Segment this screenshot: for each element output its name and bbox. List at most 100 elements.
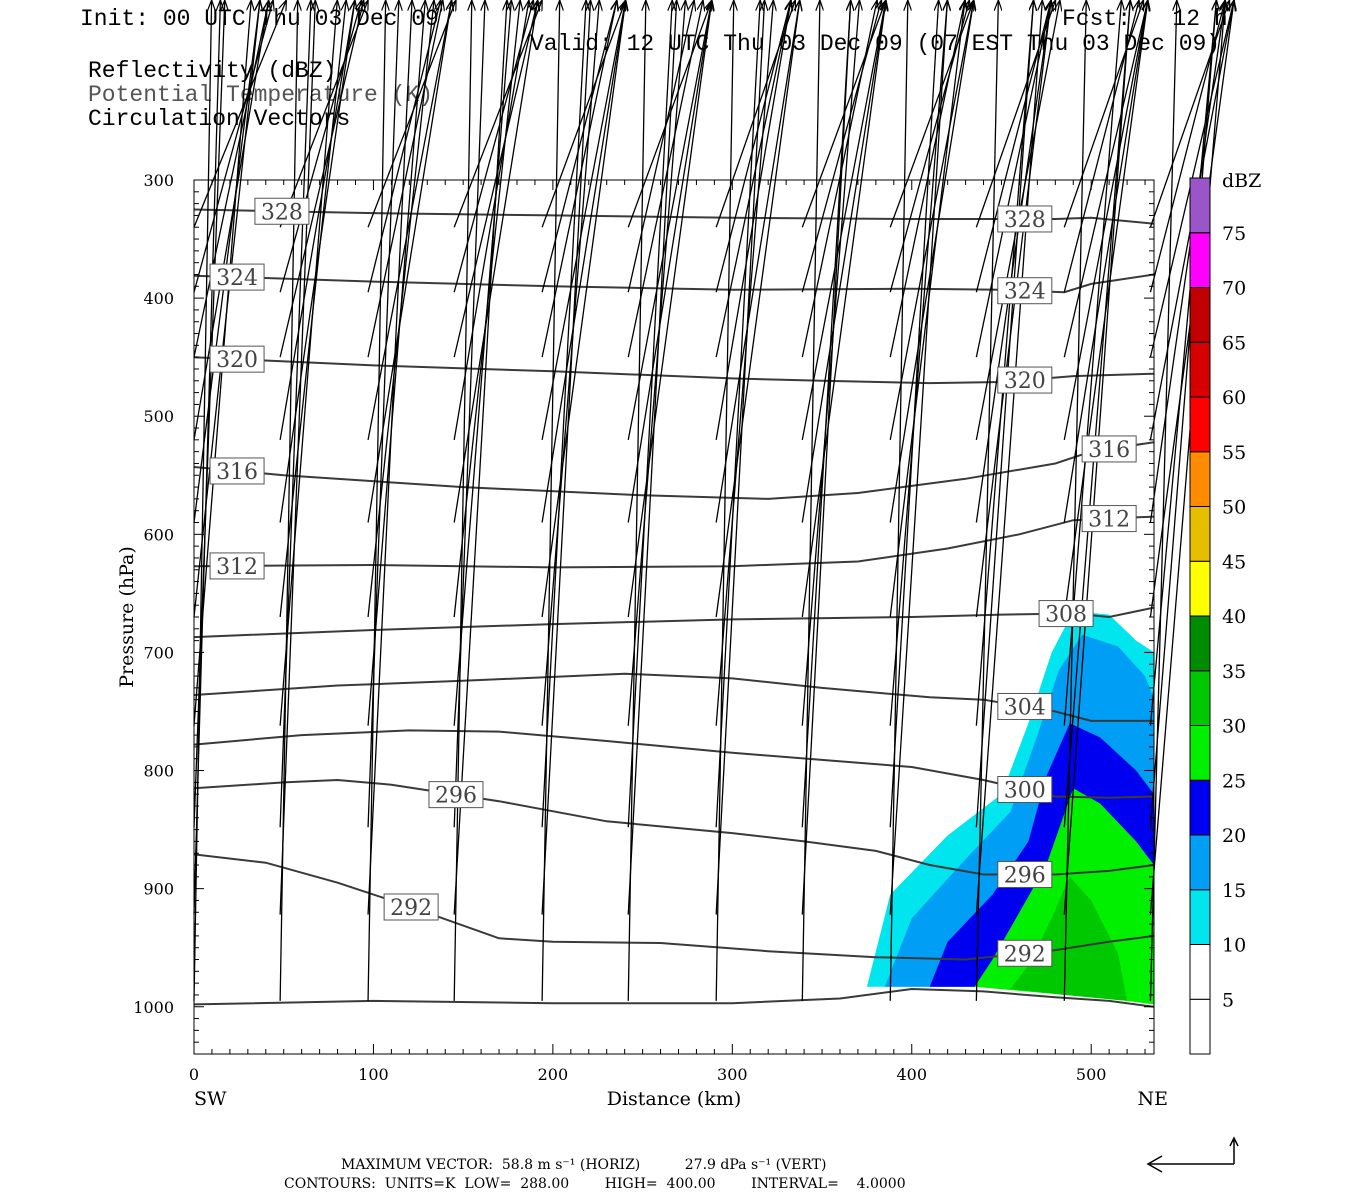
colorbar-tick-label: 15	[1222, 880, 1246, 902]
colorbar-tick-label: 45	[1222, 551, 1246, 573]
colorbar-segment	[1189, 670, 1211, 726]
contour-label-324: 324	[1004, 280, 1046, 305]
contour-label-box	[383, 893, 439, 921]
contour-label-box	[428, 781, 484, 809]
circulation-vector	[367, 0, 412, 915]
contour-label-320: 320	[1004, 369, 1046, 394]
colorbar-segment	[1189, 341, 1211, 398]
circulation-vector	[889, 0, 947, 915]
circulation-vector	[627, 0, 694, 293]
colorbar-segment	[1189, 232, 1211, 288]
circulation-vector	[193, 0, 269, 358]
x-tick-label: 0	[189, 1065, 199, 1084]
circulation-vector	[1063, 0, 1086, 1001]
circulation-vector	[715, 0, 800, 618]
colorbar-tick-label: 30	[1222, 716, 1246, 738]
contour-label-box	[997, 205, 1053, 233]
circulation-vector	[1063, 0, 1148, 523]
y-tick-label: 600	[143, 525, 174, 544]
reference-vector-icon	[1146, 1136, 1239, 1173]
circulation-vector	[627, 0, 672, 828]
contour-label-328: 328	[1004, 208, 1046, 233]
reflectivity-fill-layer	[866, 611, 1154, 1005]
y-tick-label: 500	[143, 407, 174, 426]
x-tick-label: 500	[1076, 1065, 1107, 1084]
max-vector-note: MAXIMUM VECTOR: 58.8 m s⁻¹ (HORIZ) 27.9 …	[341, 1157, 827, 1173]
circulation-vector	[627, 0, 676, 915]
colorbar-tick-label: 10	[1222, 935, 1246, 957]
circulation-vector	[541, 0, 560, 1001]
y-tick-label: 700	[143, 643, 174, 662]
circulation-vector	[627, 0, 703, 358]
contour-info-note: CONTOURS: UNITS=K LOW= 288.00 HIGH= 400.…	[284, 1176, 906, 1192]
colorbar-segment	[1189, 506, 1211, 562]
circulation-vector	[453, 0, 538, 523]
contour-label-box	[209, 263, 265, 291]
contour-label-box	[997, 277, 1053, 305]
theta-contour-324	[194, 273, 1154, 294]
circulation-vector	[193, 0, 286, 228]
circulation-vector	[279, 0, 355, 440]
circulation-vector	[453, 0, 542, 228]
colorbar-tick-label: 5	[1222, 989, 1234, 1011]
contour-label-box	[209, 552, 265, 580]
contour-label-316: 316	[216, 460, 258, 485]
circulation-vector	[1063, 0, 1148, 358]
y-tick-label: 900	[143, 880, 174, 899]
circulation-vector	[801, 0, 820, 1001]
contour-label-304: 304	[1004, 695, 1046, 720]
circulation-vector	[975, 0, 1042, 915]
circulation-vector	[541, 0, 626, 440]
y-tick-label: 800	[143, 762, 174, 781]
circulation-vector	[367, 0, 443, 358]
axes-layer: 300 400 500 600 700 800 900 1000 0 100 200 300 400 50…	[133, 171, 1155, 1084]
contour-label-300: 300	[1004, 778, 1046, 803]
contour-label-312: 312	[1088, 508, 1130, 533]
colorbar-tick-label: 60	[1222, 387, 1246, 409]
contour-label-324: 324	[216, 266, 258, 291]
colorbar-segment	[1189, 396, 1211, 453]
x-tick-label: 200	[538, 1065, 569, 1084]
circulation-vector	[367, 0, 386, 1001]
colorbar-tick-label: 55	[1222, 442, 1246, 464]
circulation-vector	[715, 0, 764, 915]
contour-label-box	[997, 860, 1053, 888]
colorbar-tick-label: 25	[1222, 770, 1246, 792]
circulation-vector	[367, 0, 425, 726]
colorbar-tick-label: 65	[1222, 332, 1246, 354]
colorbar-segment	[1189, 560, 1211, 617]
contour-label-312: 312	[216, 555, 258, 580]
contour-label-316: 316	[1088, 438, 1130, 463]
circulation-vector	[975, 0, 1051, 523]
circulation-vector	[279, 0, 337, 726]
circulation-vector	[715, 0, 734, 1001]
colorbar-segment	[1189, 779, 1211, 836]
y-axis-label: Pressure (hPa)	[116, 546, 138, 688]
colorbar-tick-label: 75	[1222, 223, 1246, 245]
theta-contour-292	[194, 853, 1154, 961]
x-axis-label: Distance (km)	[607, 1088, 742, 1110]
contour-label-box	[997, 366, 1053, 394]
contour-label-box	[1081, 505, 1137, 533]
circulation-vector	[801, 0, 886, 618]
reflectivity-region-25dbz	[1010, 876, 1128, 1001]
circulation-vector	[1149, 0, 1216, 828]
x-tick-label: 400	[896, 1065, 927, 1084]
circulation-vector	[975, 0, 1055, 228]
circulation-vector	[889, 0, 938, 828]
circulation-vector	[1063, 0, 1130, 828]
x-end-label-ne: NE	[1138, 1088, 1169, 1110]
circulation-vector	[801, 0, 886, 523]
forecast-hour: Fcst: 12 h	[1062, 6, 1228, 32]
contour-label-296: 296	[435, 784, 477, 809]
circulation-vector	[1063, 0, 1143, 228]
theta-contour-288	[194, 987, 1154, 1008]
circulation-vector	[279, 0, 315, 915]
y-tick-label: 300	[143, 171, 174, 190]
colorbar-tick-label: 50	[1222, 497, 1246, 519]
contour-label-box	[209, 345, 265, 373]
circulation-vector	[889, 0, 974, 523]
valid-time: Valid: 12 UTC Thu 03 Dec 09 (07 EST Thu …	[530, 31, 1221, 57]
y-tick-label: 400	[143, 289, 174, 308]
